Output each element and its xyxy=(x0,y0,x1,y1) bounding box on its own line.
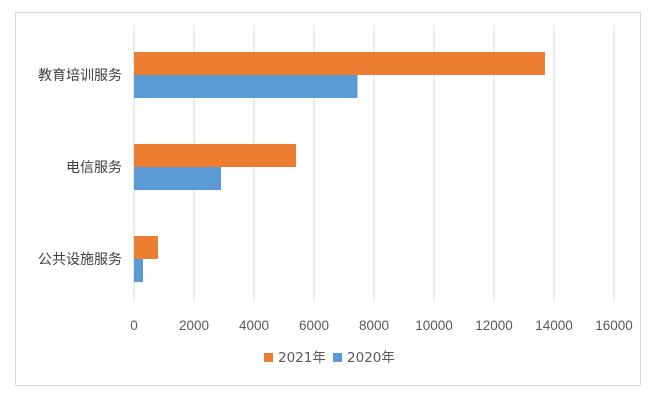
x-tick-label: 10000 xyxy=(415,318,453,333)
x-axis-tick-labels: 0 2000 4000 6000 8000 10000 12000 14000 16000 xyxy=(130,318,633,333)
x-tick-label: 6000 xyxy=(299,318,329,333)
x-tick-label: 14000 xyxy=(535,318,573,333)
x-tick-label: 8000 xyxy=(359,318,389,333)
bar-series-2 xyxy=(134,167,221,190)
category-label: 电信服务 xyxy=(66,160,122,176)
category-label: 教育培训服务 xyxy=(38,68,122,84)
category-label: 公共设施服务 xyxy=(38,252,122,268)
bars xyxy=(134,52,545,282)
legend-swatch xyxy=(264,353,273,362)
bar-series-1 xyxy=(134,236,158,259)
bar-series-1 xyxy=(134,52,545,75)
legend-label: 2020年 xyxy=(347,350,395,366)
legend: 2021年 2020年 xyxy=(264,350,395,366)
bar-series-2 xyxy=(134,259,143,282)
x-tick-label: 2000 xyxy=(179,318,209,333)
x-tick-label: 4000 xyxy=(239,318,269,333)
x-tick-label: 12000 xyxy=(475,318,513,333)
legend-label: 2021年 xyxy=(278,350,326,366)
bar-series-2 xyxy=(134,75,358,98)
bar-series-1 xyxy=(134,144,296,167)
x-tick-label: 0 xyxy=(130,318,138,333)
legend-swatch xyxy=(333,353,342,362)
x-tick-label: 16000 xyxy=(595,318,633,333)
